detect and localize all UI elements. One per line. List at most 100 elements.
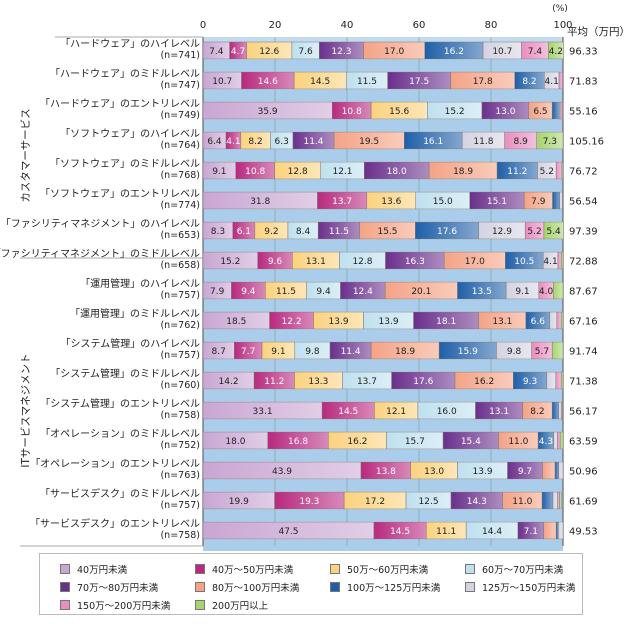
data-label: 4.2 [549, 47, 563, 57]
row-n-label: (n=741) [160, 50, 200, 61]
data-label: 5.7 [535, 347, 549, 357]
row-band [203, 420, 563, 431]
row-n-label: (n=774) [160, 200, 200, 211]
legend-item: 50万～60万円未満 [330, 562, 428, 576]
data-label: 12.2 [282, 317, 302, 327]
row-n-label: (n=757) [160, 500, 200, 511]
data-label: 16.0 [437, 407, 457, 417]
data-label: 8.2 [522, 77, 536, 87]
data-label: 13.6 [381, 197, 401, 207]
data-label: 11.5 [276, 287, 296, 297]
legend-item: 60万～70万円未満 [465, 562, 563, 576]
data-label: 16.1 [423, 137, 443, 147]
legend-label: 60万～70万円未満 [482, 565, 564, 576]
bar-segment [560, 251, 564, 270]
data-label: 17.2 [365, 497, 385, 507]
bar-row: 31.8 13.7 13.6 15.0 15.1 7.9 [202, 191, 564, 210]
data-label: 12.8 [288, 167, 308, 177]
data-label: 4.1 [544, 77, 558, 87]
bar-segment [556, 431, 561, 450]
bar-segment [547, 41, 564, 60]
data-label: 19.3 [299, 497, 319, 507]
average-value: 87.67 [569, 287, 598, 298]
bar-segment [562, 71, 564, 90]
legend-swatch [330, 582, 340, 592]
row-n-label: (n=758) [160, 410, 200, 421]
bar-segment [549, 311, 558, 330]
bar-segment [560, 101, 563, 120]
bar-segment [557, 251, 562, 270]
data-label: 15.1 [487, 197, 507, 207]
bar-segment [552, 191, 561, 210]
bar-segment [555, 371, 562, 390]
row-n-label: (n=758) [160, 530, 200, 541]
data-label: 19.9 [229, 497, 249, 507]
average-value: 72.88 [569, 257, 598, 268]
bar-row: 6.4 4.1 8.2 6.3 11.4 19.5 16.1 11.8 8.9 7.3 [202, 131, 564, 150]
row-label: 「ソフトウェア」のミドルレベル [50, 158, 200, 170]
x-tick-label: 100 [553, 20, 572, 31]
row-label: 「運用管理」のミドルレベル [70, 307, 200, 320]
bar-segment [558, 521, 564, 540]
bar-row: 10.7 14.6 14.5 11.5 17.5 17.8 8.2 4.1 [202, 71, 564, 90]
bar-segment [543, 521, 557, 540]
data-label: 5.2 [527, 227, 541, 237]
x-tick-label: 80 [485, 20, 498, 31]
row-label: 「サービスデスク」のミドルレベル [40, 487, 200, 500]
data-label: 11.2 [264, 377, 284, 387]
data-label: 18.0 [387, 167, 407, 177]
row-n-label: (n=762) [160, 320, 200, 331]
row-label: 「オペレーション」のエントリレベル [30, 458, 200, 470]
data-label: 9.2 [264, 227, 278, 237]
data-label: 15.5 [377, 227, 397, 237]
data-label: 9.8 [305, 347, 320, 357]
data-label: 9.4 [316, 287, 331, 297]
average-value: 50.96 [569, 467, 598, 478]
bar-segment [551, 101, 560, 120]
row-n-label: (n=747) [160, 80, 200, 91]
data-label: 16.3 [405, 257, 425, 267]
legend: 40万円未満 40万～50万円未満 50万～60万円未満 60万～70万円未満 70万～… [39, 553, 583, 615]
data-label: 19.5 [359, 137, 379, 147]
row-band [203, 240, 563, 251]
row-band [203, 330, 563, 341]
data-label: 12.1 [386, 407, 406, 417]
row-label: 「ファシリティマネジメント」のハイレベル [1, 218, 200, 230]
bar-segment [555, 161, 563, 180]
bar-row: 33.1 14.5 12.1 16.0 13.1 8.2 [202, 401, 564, 420]
data-label: 9.4 [241, 287, 256, 297]
average-value: 61.69 [569, 497, 598, 508]
x-tick-label: 20 [269, 20, 282, 31]
data-label: 13.1 [306, 257, 326, 267]
bar-row: 8.3 6.1 9.2 8.4 11.5 15.5 17.6 12.9 5.2 5.4 [202, 221, 564, 240]
data-label: 6.6 [531, 317, 546, 327]
data-label: 10.7 [492, 47, 512, 57]
average-value: 105.16 [569, 137, 604, 148]
row-n-label: (n=749) [160, 110, 200, 121]
bar-segment [558, 461, 564, 480]
data-label: 35.9 [258, 107, 278, 117]
data-label: 16.8 [288, 437, 308, 447]
average-value: 56.54 [569, 197, 598, 208]
data-label: 33.1 [253, 407, 273, 417]
data-label: 4.0 [539, 287, 554, 297]
data-label: 9.3 [523, 377, 537, 387]
legend-label: 80万～100万円未満 [212, 583, 300, 594]
data-label: 7.1 [524, 527, 538, 537]
bar-segment [541, 491, 554, 510]
data-label: 14.6 [258, 77, 278, 87]
bar-segment [551, 401, 559, 420]
row-label: 「オペレーション」のミドルレベル [40, 428, 200, 440]
bar-row: 43.9 13.8 13.0 13.9 9.7 [202, 461, 564, 480]
bar-segment [557, 491, 560, 510]
bar-segment [542, 461, 556, 480]
stacked-bar-chart: 7.4 4.7 12.6 7.6 12.3 17.0 16.2 10.7 7.4 4.210.7 1… [0, 4, 630, 551]
group-label: カスタマーサービス [20, 108, 32, 202]
bar-segment [558, 71, 563, 90]
bar-segment [553, 431, 558, 450]
data-label: 7.9 [210, 287, 225, 297]
data-label: 6.3 [274, 137, 288, 147]
data-label: 9.1 [212, 167, 226, 177]
bar-segment [555, 521, 559, 540]
data-label: 12.3 [331, 47, 351, 57]
